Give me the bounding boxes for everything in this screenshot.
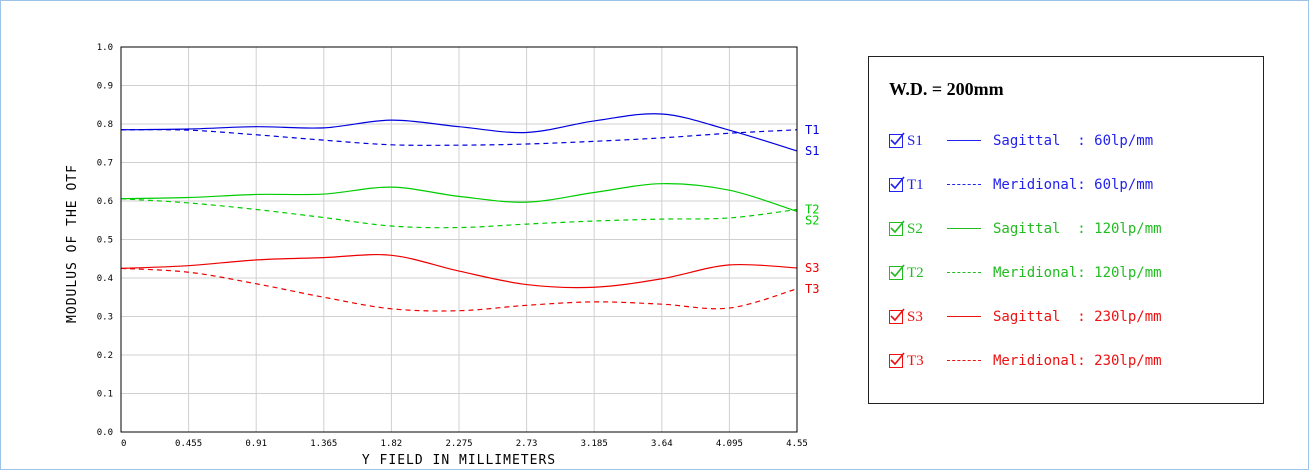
checkbox-checked-icon[interactable]: [889, 264, 905, 280]
x-tick-label: 0: [121, 439, 126, 449]
series-curves: [120, 113, 798, 312]
x-tick-label: 2.275: [445, 439, 472, 449]
legend-title: W.D. = 200mm: [889, 79, 1004, 99]
legend-item-s2: S2 Sagittal : 120lp/mm: [889, 217, 1162, 241]
legend-line-swatch: [947, 312, 981, 322]
series-end-label: S2: [805, 213, 819, 227]
legend-item-description: Meridional: 60lp/mm: [993, 177, 1154, 193]
legend-box: W.D. = 200mm S1 Sagittal : 60lp/mm T1 Merid…: [868, 56, 1264, 404]
legend-item-code: S2: [907, 220, 923, 237]
y-tick-label: 0.0: [97, 428, 113, 438]
series-s3-line: [120, 253, 798, 289]
checkbox-checked-icon[interactable]: [889, 176, 905, 192]
legend-item-description: Sagittal : 120lp/mm: [993, 221, 1162, 237]
legend-item-t3: T3 Meridional: 230lp/mm: [889, 349, 1162, 373]
series-end-label: T1: [805, 123, 819, 137]
x-tick-label: 2.73: [516, 439, 538, 449]
checkbox-checked-icon[interactable]: [889, 220, 905, 236]
series-s2-line: [120, 183, 798, 212]
y-tick-label: 1.0: [97, 43, 113, 53]
legend-item-code: S1: [907, 132, 923, 149]
series-end-label: T3: [805, 282, 819, 296]
y-tick-label: 0.4: [97, 274, 113, 284]
checkbox-checked-icon[interactable]: [889, 132, 905, 148]
legend-item-description: Meridional: 120lp/mm: [993, 265, 1162, 281]
y-tick-label: 0.5: [97, 236, 113, 246]
x-tick-label: 3.185: [581, 439, 608, 449]
x-tick-label: 3.64: [651, 439, 673, 449]
legend-item-code: T3: [907, 352, 924, 369]
x-tick-label: 0.91: [245, 439, 267, 449]
legend-line-swatch: [947, 356, 981, 366]
legend-item-description: Sagittal : 230lp/mm: [993, 309, 1162, 325]
series-end-label: S1: [805, 144, 819, 158]
y-tick-label: 0.1: [97, 390, 113, 400]
y-tick-label: 0.7: [97, 159, 113, 169]
y-tick-label: 0.2: [97, 351, 113, 361]
plot-border: [120, 46, 798, 433]
x-tick-label: 1.365: [310, 439, 337, 449]
legend-item-code: T2: [907, 264, 924, 281]
grid-lines: [120, 46, 798, 433]
x-tick-label: 0.455: [175, 439, 202, 449]
series-end-label: S3: [805, 261, 819, 275]
y-tick-label: 0.6: [97, 197, 113, 207]
legend-item-description: Meridional: 230lp/mm: [993, 353, 1162, 369]
legend-item-code: S3: [907, 308, 923, 325]
x-axis-title: Y FIELD IN MILLIMETERS: [362, 453, 556, 468]
series-s1-line: [120, 113, 798, 152]
y-tick-label: 0.9: [97, 82, 113, 92]
legend-item-s1: S1 Sagittal : 60lp/mm: [889, 129, 1153, 153]
series-t1-line: [120, 129, 798, 146]
series-t2-line: [120, 198, 798, 229]
legend-item-description: Sagittal : 60lp/mm: [993, 133, 1154, 149]
legend-line-swatch: [947, 180, 981, 190]
checkbox-checked-icon[interactable]: [889, 352, 905, 368]
legend-line-swatch: [947, 224, 981, 234]
x-tick-label: 4.55: [786, 439, 808, 449]
x-tick-label: 1.82: [381, 439, 403, 449]
checkbox-checked-icon[interactable]: [889, 308, 905, 324]
mtf-chart: 0 0.455 0.91 1.365 1.82 2.275 2.73 3.185 3.64 4.0…: [65, 43, 819, 468]
x-tick-label: 4.095: [716, 439, 743, 449]
y-axis-title: MODULUS OF THE OTF: [65, 164, 80, 323]
legend-item-t2: T2 Meridional: 120lp/mm: [889, 261, 1162, 285]
legend-item-s3: S3 Sagittal : 230lp/mm: [889, 305, 1162, 329]
legend-line-swatch: [947, 268, 981, 278]
tick-labels: 0 0.455 0.91 1.365 1.82 2.275 2.73 3.185 3.64 4.0…: [97, 43, 808, 449]
y-tick-label: 0.3: [97, 313, 113, 323]
y-tick-label: 0.8: [97, 120, 113, 130]
legend-line-swatch: [947, 136, 981, 146]
series-end-label: T2: [805, 202, 819, 216]
legend-item-code: T1: [907, 176, 924, 193]
legend-item-t1: T1 Meridional: 60lp/mm: [889, 173, 1153, 197]
